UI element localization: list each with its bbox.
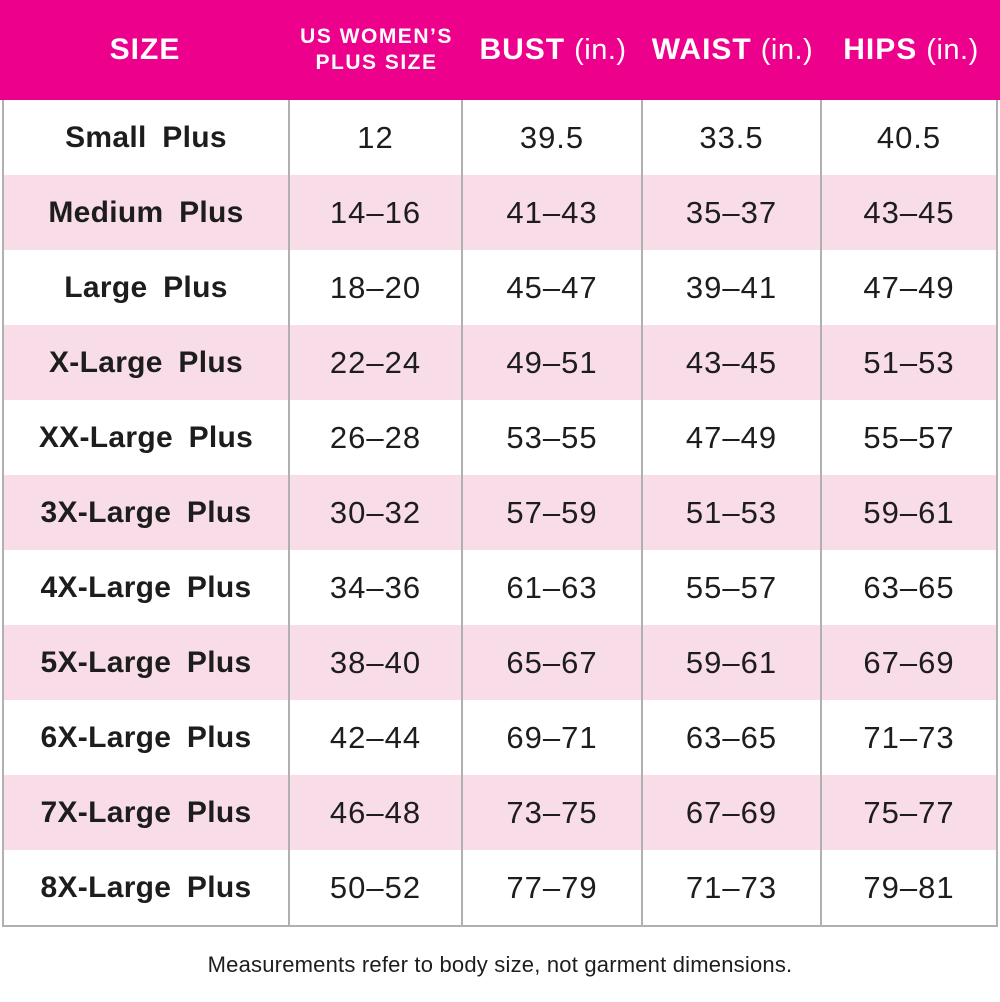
table-row: X-Large Plus 22–24 49–51 43–45 51–53 — [4, 325, 996, 400]
cell-size-label: 7X-Large Plus — [4, 775, 290, 850]
header-label-waist: WAIST — [651, 33, 752, 66]
cell-hips: 79–81 — [863, 869, 955, 905]
header-unit-hips: (in.) — [926, 33, 979, 66]
cell-us-plus-size: 22–24 — [290, 325, 463, 400]
cell-bust: 39.5 — [463, 100, 643, 175]
table-row: Medium Plus 14–16 41–43 35–37 43–45 — [4, 175, 996, 250]
table-row: 3X-Large Plus 30–32 57–59 51–53 59–61 — [4, 475, 996, 550]
header-cell-size: SIZE — [0, 0, 290, 100]
cell-size-label: Large Plus — [4, 250, 290, 325]
table-row: 4X-Large Plus 34–36 61–63 55–57 63–65 — [4, 550, 996, 625]
header-label-hips: HIPS — [843, 33, 918, 66]
cell-us-plus-size: 50–52 — [290, 850, 463, 925]
cell-us-plus-size: 42–44 — [290, 700, 463, 775]
cell-waist: 47–49 — [643, 400, 822, 475]
cell-hips: 40.5 — [876, 119, 942, 155]
cell-hips: 51–53 — [863, 344, 955, 380]
cell-us-plus-size: 12 — [290, 100, 463, 175]
cell-size-label: 4X-Large Plus — [4, 550, 290, 625]
cell-hips: 75–77 — [863, 794, 955, 830]
table-row: 8X-Large Plus 50–52 77–79 71–73 79–81 — [4, 850, 996, 925]
header-cell-waist: WAIST (in.) — [643, 0, 822, 100]
cell-bust: 69–71 — [463, 700, 643, 775]
cell-size-label: 5X-Large Plus — [4, 625, 290, 700]
measurement-note: Measurements refer to body size, not gar… — [207, 951, 793, 977]
header-label-plus-size: PLUS SIZE — [315, 51, 438, 74]
cell-hips: 63–65 — [863, 569, 955, 605]
cell-size-label: 8X-Large Plus — [4, 850, 290, 925]
cell-us-plus-size: 46–48 — [290, 775, 463, 850]
cell-size-label: XX-Large Plus — [4, 400, 290, 475]
cell-size-label: X-Large Plus — [4, 325, 290, 400]
cell-bust: 41–43 — [463, 175, 643, 250]
cell-bust: 77–79 — [463, 850, 643, 925]
cell-waist: 55–57 — [643, 550, 822, 625]
cell-size-label: Medium Plus — [4, 175, 290, 250]
cell-bust: 57–59 — [463, 475, 643, 550]
cell-hips: 59–61 — [863, 494, 955, 530]
cell-waist: 71–73 — [643, 850, 822, 925]
header-cell-bust: BUST (in.) — [463, 0, 643, 100]
cell-size-label: Small Plus — [4, 100, 290, 175]
table-row: 7X-Large Plus 46–48 73–75 67–69 75–77 — [4, 775, 996, 850]
header-cell-hips: HIPS (in.) — [822, 0, 1000, 100]
cell-hips: 47–49 — [863, 269, 955, 305]
table-row: 5X-Large Plus 38–40 65–67 59–61 67–69 — [4, 625, 996, 700]
cell-bust: 45–47 — [463, 250, 643, 325]
cell-waist: 67–69 — [643, 775, 822, 850]
cell-us-plus-size: 26–28 — [290, 400, 463, 475]
cell-us-plus-size: 30–32 — [290, 475, 463, 550]
cell-bust: 61–63 — [463, 550, 643, 625]
cell-hips: 67–69 — [863, 644, 955, 680]
cell-size-label: 3X-Large Plus — [4, 475, 290, 550]
cell-us-plus-size: 34–36 — [290, 550, 463, 625]
cell-waist: 43–45 — [643, 325, 822, 400]
cell-us-plus-size: 38–40 — [290, 625, 463, 700]
cell-bust: 73–75 — [463, 775, 643, 850]
header-label-us-womens: US WOMEN’S — [300, 25, 453, 48]
table-row: Large Plus 18–20 45–47 39–41 47–49 — [4, 250, 996, 325]
cell-waist: 59–61 — [643, 625, 822, 700]
header-unit-waist: (in.) — [760, 33, 814, 66]
cell-waist: 63–65 — [643, 700, 822, 775]
cell-hips: 55–57 — [863, 419, 955, 455]
cell-bust: 53–55 — [463, 400, 643, 475]
cell-bust: 49–51 — [463, 325, 643, 400]
cell-waist: 51–53 — [643, 475, 822, 550]
cell-waist: 35–37 — [643, 175, 822, 250]
cell-us-plus-size: 18–20 — [290, 250, 463, 325]
cell-waist: 39–41 — [643, 250, 822, 325]
cell-us-plus-size: 14–16 — [290, 175, 463, 250]
cell-waist: 33.5 — [643, 100, 822, 175]
header-label-bust: BUST — [479, 33, 566, 66]
table-header: SIZE US WOMEN’S PLUS SIZE BUST (in.) WAI… — [0, 0, 1000, 100]
header-unit-bust: (in.) — [574, 33, 627, 66]
cell-size-label: 6X-Large Plus — [4, 700, 290, 775]
header-label-size: SIZE — [109, 33, 181, 66]
table-row: XX-Large Plus 26–28 53–55 47–49 55–57 — [4, 400, 996, 475]
table-row: 6X-Large Plus 42–44 69–71 63–65 71–73 — [4, 700, 996, 775]
cell-hips: 71–73 — [863, 719, 955, 755]
table-row: Small Plus 12 39.5 33.5 40.5 — [4, 100, 996, 175]
cell-bust: 65–67 — [463, 625, 643, 700]
header-cell-us-plus-size: US WOMEN’S PLUS SIZE — [290, 0, 463, 100]
size-chart-table-body: Small Plus 12 39.5 33.5 40.5 Medium Plus… — [2, 100, 998, 927]
cell-hips: 43–45 — [863, 194, 955, 230]
